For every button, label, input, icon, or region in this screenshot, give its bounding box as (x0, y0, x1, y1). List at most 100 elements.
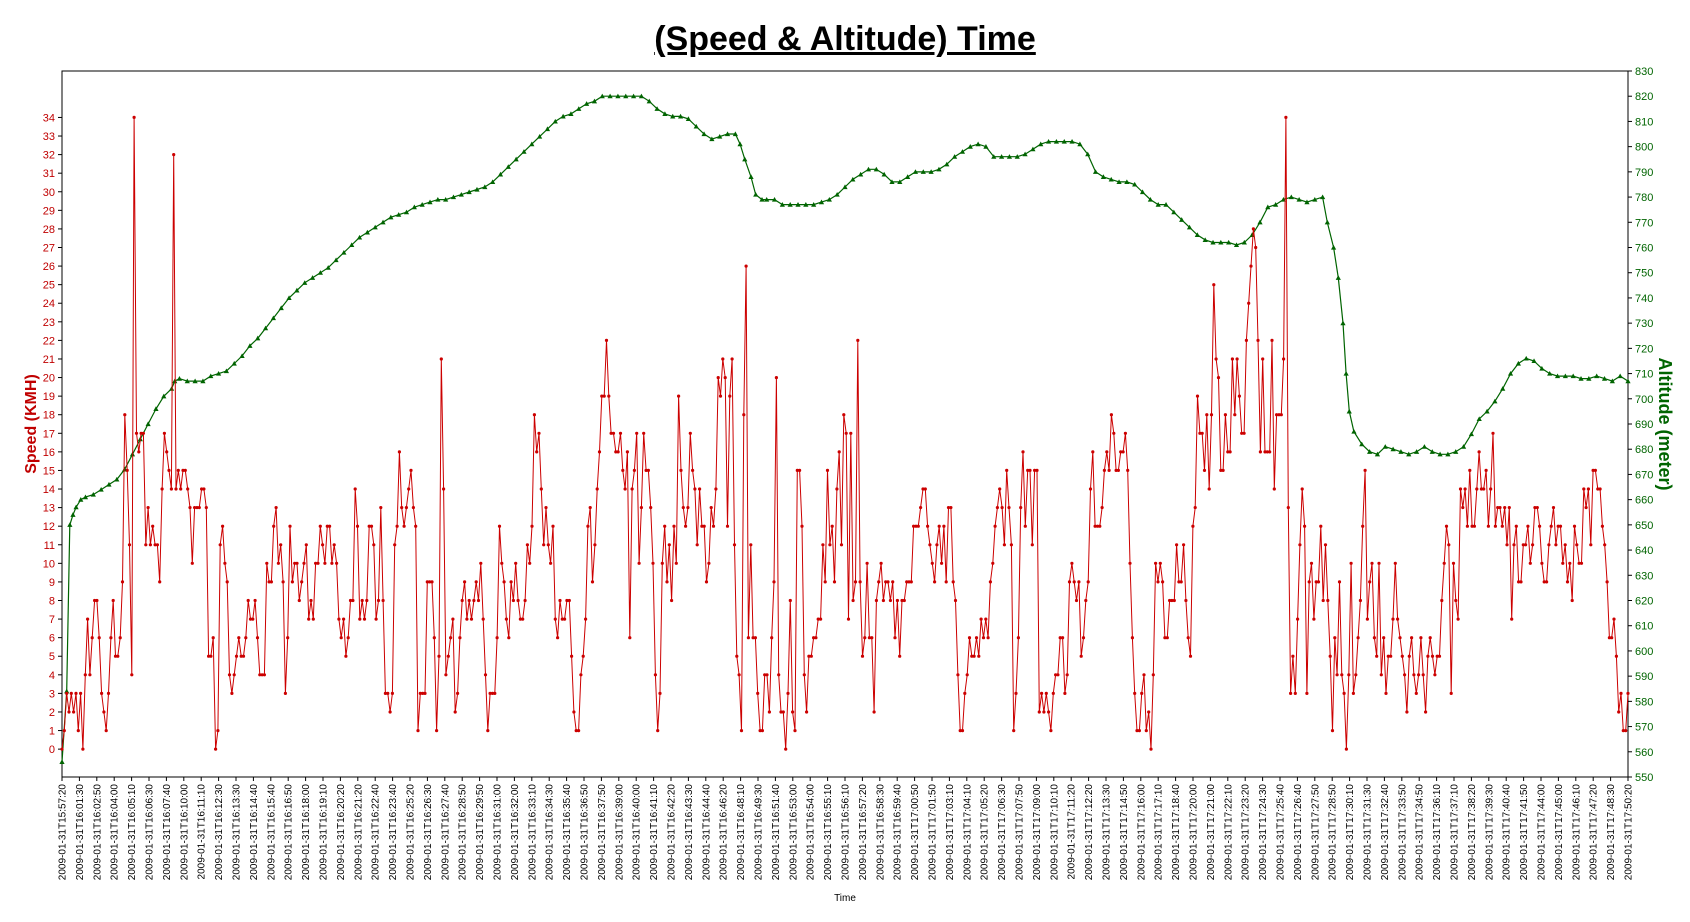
speed-point (1214, 357, 1218, 361)
speed-point (570, 654, 574, 658)
altitude-point (1460, 444, 1467, 449)
speed-point (1479, 487, 1483, 491)
speed-point (111, 598, 115, 603)
speed-point (1256, 338, 1260, 342)
speed-point (1591, 468, 1595, 472)
speed-point (1177, 580, 1181, 584)
speed-point (556, 636, 560, 640)
speed-point (656, 729, 660, 733)
altitude-point (1507, 370, 1514, 376)
speed-point (1368, 580, 1372, 584)
speed-point (628, 636, 632, 640)
altitude-point (1539, 365, 1545, 371)
speed-point (1414, 691, 1418, 696)
speed-point (1002, 543, 1007, 547)
speed-point (891, 580, 895, 584)
speed-point (1528, 561, 1532, 565)
x-tick-label: 2009-01-31T16:07:40 (162, 784, 173, 881)
x-tick-label: 2009-01-31T16:14:40 (249, 784, 260, 881)
altitude-point (490, 179, 496, 185)
speed-point (93, 598, 97, 603)
speed-point (353, 487, 357, 491)
speed-point (1424, 710, 1428, 714)
speed-point (1489, 487, 1493, 491)
speed-point (1040, 691, 1044, 696)
speed-point (1398, 636, 1402, 640)
x-tick-label: 2009-01-31T16:05:10 (127, 784, 138, 881)
speed-point (735, 654, 739, 658)
altitude-point (513, 156, 519, 162)
speed-point (884, 580, 888, 584)
altitude-point (59, 759, 65, 764)
altitude-point (106, 481, 112, 487)
speed-point (248, 617, 253, 621)
speed-point (102, 710, 106, 714)
y-right-tick-label: 750 (1635, 268, 1653, 280)
speed-point (309, 598, 313, 603)
x-tick-label: 2009-01-31T16:46:20 (719, 784, 730, 881)
speed-point (1163, 636, 1167, 640)
speed-point (463, 580, 467, 584)
x-tick-label: 2009-01-31T17:48:30 (1606, 784, 1617, 881)
speed-point (1182, 543, 1186, 547)
y-right-tick-label: 640 (1635, 545, 1653, 557)
speed-point (1112, 431, 1116, 435)
speed-point (225, 580, 229, 584)
altitude-point (912, 169, 919, 174)
altitude-point (458, 191, 464, 197)
x-tick-label: 2009-01-31T17:40:40 (1502, 784, 1513, 881)
altitude-point (1022, 151, 1028, 157)
speed-point (1419, 636, 1423, 640)
speed-point (653, 673, 658, 677)
speed-point (1014, 691, 1018, 696)
speed-point (1326, 598, 1330, 603)
speed-point (1349, 561, 1353, 565)
speed-point (1496, 506, 1500, 510)
altitude-point (1421, 444, 1428, 449)
speed-point (1263, 450, 1267, 454)
speed-point (79, 691, 83, 696)
speed-point (174, 487, 178, 491)
speed-point (532, 413, 537, 417)
speed-point (407, 487, 411, 491)
speed-point (481, 617, 485, 621)
speed-point (214, 747, 218, 751)
speed-point (302, 561, 306, 565)
speed-point (1472, 524, 1476, 528)
speed-point (516, 598, 520, 603)
altitude-point (787, 202, 793, 207)
speed-point (260, 673, 264, 677)
speed-point (1417, 673, 1421, 677)
speed-point (1086, 580, 1090, 584)
altitude-point (1500, 386, 1506, 391)
y-right-tick-label: 740 (1635, 293, 1653, 305)
speed-point (809, 654, 813, 658)
altitude-point (239, 353, 245, 359)
speed-point (693, 487, 697, 491)
speed-point (218, 543, 222, 547)
altitude-point (803, 202, 809, 207)
speed-point (255, 636, 260, 640)
speed-point (390, 691, 394, 696)
speed-point (386, 691, 390, 696)
altitude-point (1241, 239, 1247, 245)
speed-point (316, 561, 320, 565)
speed-point (691, 468, 695, 472)
speed-point (1207, 487, 1211, 491)
speed-point (109, 636, 113, 640)
speed-point (362, 617, 367, 621)
x-tick-label: 2009-01-31T16:56:10 (841, 784, 852, 881)
speed-point (502, 580, 506, 584)
altitude-point (521, 149, 527, 154)
speed-point (549, 561, 553, 565)
speed-point (1128, 561, 1132, 565)
speed-point (1119, 450, 1123, 454)
speed-point (625, 450, 630, 454)
speed-point (933, 580, 937, 584)
speed-point (265, 561, 269, 565)
speed-point (1437, 654, 1442, 658)
altitude-point (1069, 139, 1075, 144)
speed-point (1058, 636, 1062, 640)
speed-point (123, 413, 127, 417)
speed-point (1275, 413, 1279, 417)
